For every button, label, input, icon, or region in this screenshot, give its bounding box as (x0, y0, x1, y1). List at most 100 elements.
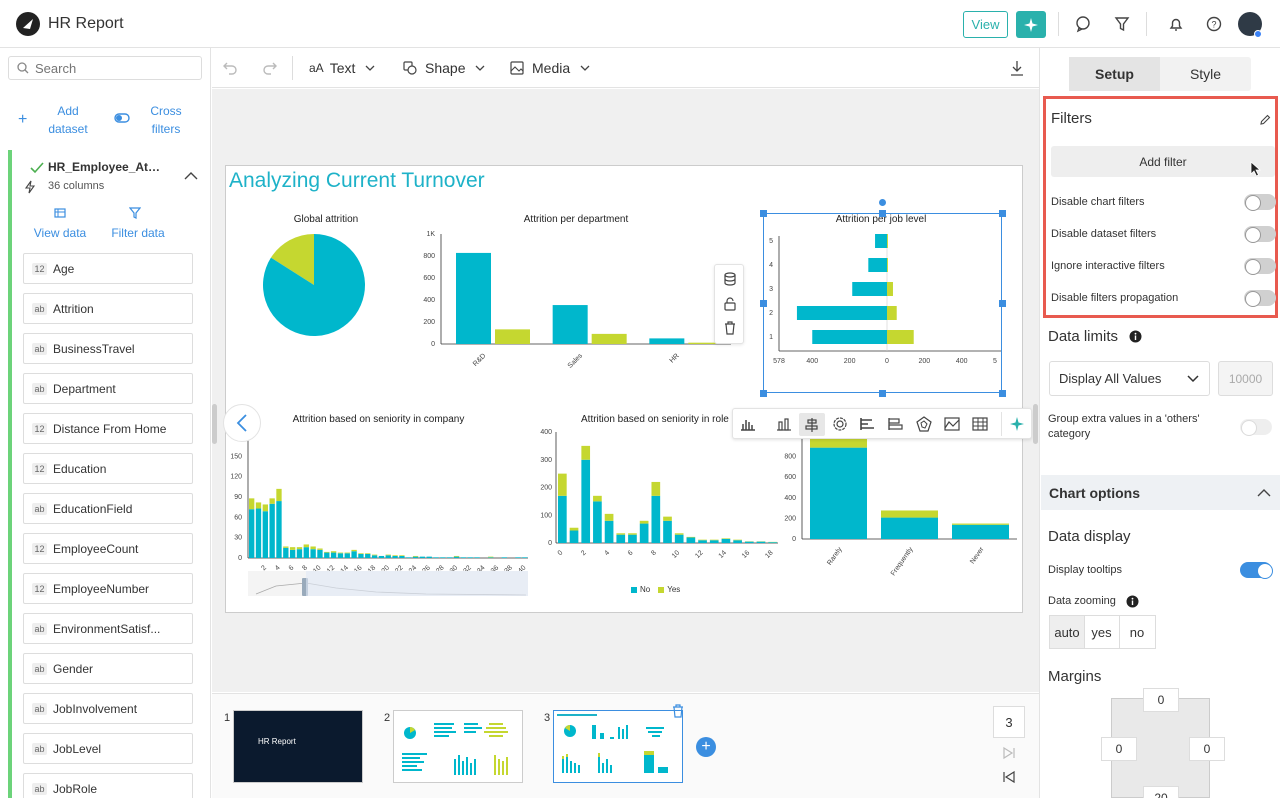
margin-bottom-input[interactable]: 20 (1143, 786, 1179, 798)
legend[interactable]: No Yes (631, 585, 680, 594)
column-item[interactable]: ab JobInvolvement (23, 693, 193, 724)
column-item[interactable]: ab BusinessTravel (23, 333, 193, 364)
undo-icon[interactable] (222, 58, 238, 78)
add-slide-button[interactable]: + (696, 737, 716, 757)
notifications-bell-icon[interactable] (1166, 14, 1186, 34)
last-slide-icon[interactable] (1002, 746, 1016, 763)
y-tick-label: 120 (230, 474, 242, 481)
table-chart-icon[interactable] (972, 417, 988, 431)
resize-handle[interactable] (879, 210, 886, 217)
column-item[interactable]: 12 Distance From Home (23, 413, 193, 444)
cross-filters-button[interactable]: Cross filters (150, 104, 182, 136)
x-tick-label: 0 (557, 549, 565, 557)
tab-style[interactable]: Style (1189, 66, 1222, 82)
search-box[interactable] (8, 56, 202, 80)
column-item[interactable]: ab EducationField (23, 493, 193, 524)
slide-thumbnail-3[interactable] (553, 710, 683, 783)
selected-chart-type[interactable] (799, 413, 825, 436)
add-filter-button[interactable]: Add filter (1051, 146, 1275, 177)
disable-dataset-filters-toggle[interactable] (1244, 226, 1276, 243)
column-item[interactable]: 12 EmployeeNumber (23, 573, 193, 604)
chart-options-header[interactable]: Chart options (1041, 475, 1280, 510)
rotate-handle[interactable] (879, 199, 886, 206)
resize-handle[interactable] (760, 210, 767, 217)
resize-handle[interactable] (999, 300, 1006, 307)
resize-handle[interactable] (999, 210, 1006, 217)
column-item[interactable]: 12 Education (23, 453, 193, 484)
bar-no (467, 557, 473, 558)
shape-menu[interactable]: Shape (403, 58, 485, 78)
media-menu[interactable]: Media (510, 58, 590, 78)
help-icon[interactable]: ? (1204, 14, 1224, 34)
sunburst-icon[interactable] (832, 416, 848, 432)
bar-chart-icon[interactable] (860, 417, 876, 431)
column-item[interactable]: 12 Age (23, 253, 193, 284)
margin-top-input[interactable]: 0 (1143, 688, 1179, 712)
column-name: JobLevel (53, 741, 102, 756)
delete-slide-icon[interactable] (672, 704, 684, 721)
margin-right-input[interactable]: 0 (1189, 737, 1225, 761)
view-button[interactable]: View (963, 11, 1008, 38)
tab-setup[interactable]: Setup (1069, 57, 1160, 91)
stacked-bar-icon[interactable] (888, 417, 904, 431)
margin-left-input[interactable]: 0 (1101, 737, 1137, 761)
comments-icon[interactable] (1074, 14, 1094, 34)
text-menu[interactable]: aA Text (309, 58, 375, 78)
column-item[interactable]: ab Gender (23, 653, 193, 684)
radar-chart-icon[interactable] (916, 416, 932, 432)
column-item[interactable]: ab EnvironmentSatisf... (23, 613, 193, 644)
disable-chart-filters-toggle[interactable] (1244, 194, 1276, 211)
view-data-link[interactable]: View data (33, 226, 87, 240)
zoom-option-auto[interactable]: auto (1049, 615, 1085, 649)
filter-icon[interactable] (1112, 14, 1132, 34)
edit-pencil-icon[interactable] (1259, 114, 1271, 126)
first-slide-icon[interactable] (1002, 770, 1016, 787)
area-chart-icon[interactable] (944, 417, 960, 431)
column-chart-icon[interactable] (740, 417, 756, 431)
search-input[interactable] (35, 60, 185, 76)
resize-handle[interactable] (879, 390, 886, 397)
column-item[interactable]: ab JobRole (23, 773, 193, 798)
group-extra-toggle[interactable] (1240, 419, 1272, 436)
app-logo-icon[interactable] (16, 12, 40, 36)
column-item[interactable]: ab Attrition (23, 293, 193, 324)
column-item[interactable]: ab Department (23, 373, 193, 404)
x-tick-label: 28 (435, 564, 446, 575)
info-icon[interactable] (1129, 330, 1142, 343)
right-resize-handle[interactable] (1033, 404, 1038, 444)
stacked-column-icon[interactable] (776, 417, 792, 431)
ai-assistant-button[interactable] (1016, 11, 1046, 38)
filter-data-link[interactable]: Filter data (111, 226, 165, 240)
column-item[interactable]: 12 EmployeeCount (23, 533, 193, 564)
redo-icon[interactable] (262, 58, 278, 78)
plus-icon[interactable]: + (18, 111, 28, 128)
left-resize-handle[interactable] (212, 404, 217, 444)
dataset-name[interactable]: HR_Employee_Attri... (48, 160, 163, 174)
resize-handle[interactable] (760, 390, 767, 397)
column-type-badge: 12 (32, 262, 47, 275)
column-item[interactable]: ab JobLevel (23, 733, 193, 764)
limit-value-input[interactable]: 10000 (1218, 361, 1273, 396)
resize-handle[interactable] (999, 390, 1006, 397)
zoom-option-no[interactable]: no (1119, 615, 1156, 649)
data-limit-select[interactable]: Display All Values (1049, 361, 1210, 396)
download-icon[interactable] (1010, 58, 1024, 78)
disable-filters-propagation-toggle[interactable] (1244, 290, 1276, 307)
info-icon[interactable] (1126, 595, 1139, 608)
x-tick-label: 20 (381, 564, 392, 575)
slide-title[interactable]: Analyzing Current Turnover (229, 169, 485, 192)
resize-handle[interactable] (760, 300, 767, 307)
page-number[interactable]: 3 (993, 706, 1025, 738)
slide-thumbnail-1[interactable]: HR Report (233, 710, 363, 783)
selection-frame[interactable] (763, 213, 1002, 393)
ai-sparkle-icon[interactable] (1009, 416, 1025, 432)
add-dataset-button[interactable]: Add dataset (48, 104, 88, 136)
column-name: JobRole (53, 781, 98, 796)
zoom-option-yes[interactable]: yes (1084, 615, 1120, 649)
display-tooltips-toggle[interactable] (1240, 562, 1273, 579)
slide-thumbnail-2[interactable] (393, 710, 523, 783)
bar-yes (733, 539, 742, 541)
ignore-interactive-filters-toggle[interactable] (1244, 258, 1276, 275)
previous-slide-button[interactable] (223, 404, 261, 442)
